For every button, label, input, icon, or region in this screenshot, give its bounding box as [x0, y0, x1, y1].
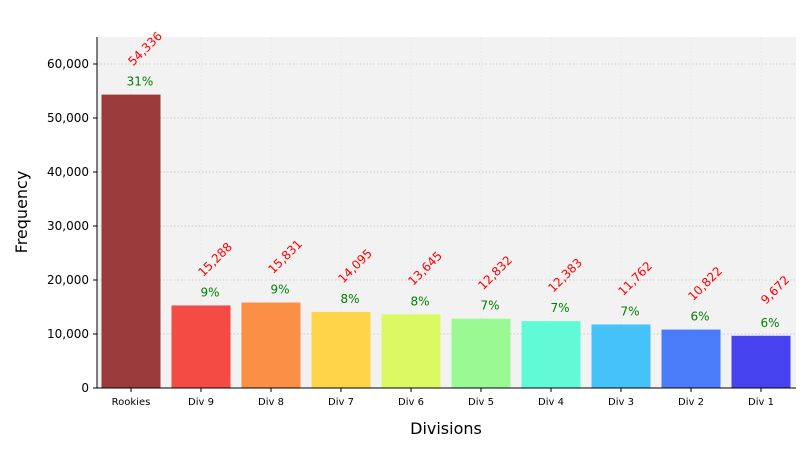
percent-label: 7%: [480, 299, 499, 313]
bars-group: [101, 94, 791, 388]
x-tick-label: Div 2: [678, 397, 704, 408]
x-tick-label: Div 8: [258, 397, 284, 408]
percent-label: 9%: [270, 283, 289, 297]
x-tick-label: Rookies: [112, 397, 151, 408]
x-tick-label: Div 5: [468, 397, 494, 408]
y-axis-title: Frequency: [12, 171, 31, 254]
x-axis-title: Divisions: [410, 419, 482, 438]
bar-div-1: [731, 335, 791, 388]
bar-div-2: [661, 329, 721, 388]
y-tick-label: 40,000: [47, 165, 89, 179]
x-tick-label: Div 4: [538, 397, 564, 408]
y-tick-label: 60,000: [47, 57, 89, 71]
bar-div-7: [311, 311, 371, 388]
percent-label: 8%: [340, 292, 359, 306]
percent-label: 6%: [760, 316, 779, 330]
percent-label: 31%: [127, 75, 154, 89]
x-tick-label: Div 3: [608, 397, 634, 408]
x-ticks-group: Rookies Div 9 Div 8 Div 7 Div 6 Div 5 Div 4 Div…: [112, 388, 774, 408]
bar-div-8: [241, 302, 301, 388]
x-tick-label: Div 9: [188, 397, 214, 408]
bar-div-5: [451, 318, 511, 388]
bar-div-6: [381, 314, 441, 388]
bar-div-4: [521, 321, 581, 388]
percent-label: 6%: [690, 310, 709, 324]
percent-label: 7%: [620, 304, 639, 318]
y-tick-label: 0: [81, 381, 89, 395]
bar-div-9: [171, 305, 231, 388]
percent-label: 8%: [410, 294, 429, 308]
x-tick-label: Div 7: [328, 397, 354, 408]
bar-div-3: [591, 324, 651, 388]
y-tick-label: 30,000: [47, 219, 89, 233]
percent-label: 9%: [200, 285, 219, 299]
y-tick-label: 20,000: [47, 273, 89, 287]
x-tick-label: Div 1: [748, 397, 774, 408]
y-tick-label: 50,000: [47, 111, 89, 125]
x-tick-label: Div 6: [398, 397, 424, 408]
bar-rookies: [101, 94, 161, 388]
y-tick-label: 10,000: [47, 327, 89, 341]
percent-label: 7%: [550, 301, 569, 315]
y-ticks-group: 0 10,000 20,000 30,000 40,000 50,000 60,000: [47, 57, 97, 395]
